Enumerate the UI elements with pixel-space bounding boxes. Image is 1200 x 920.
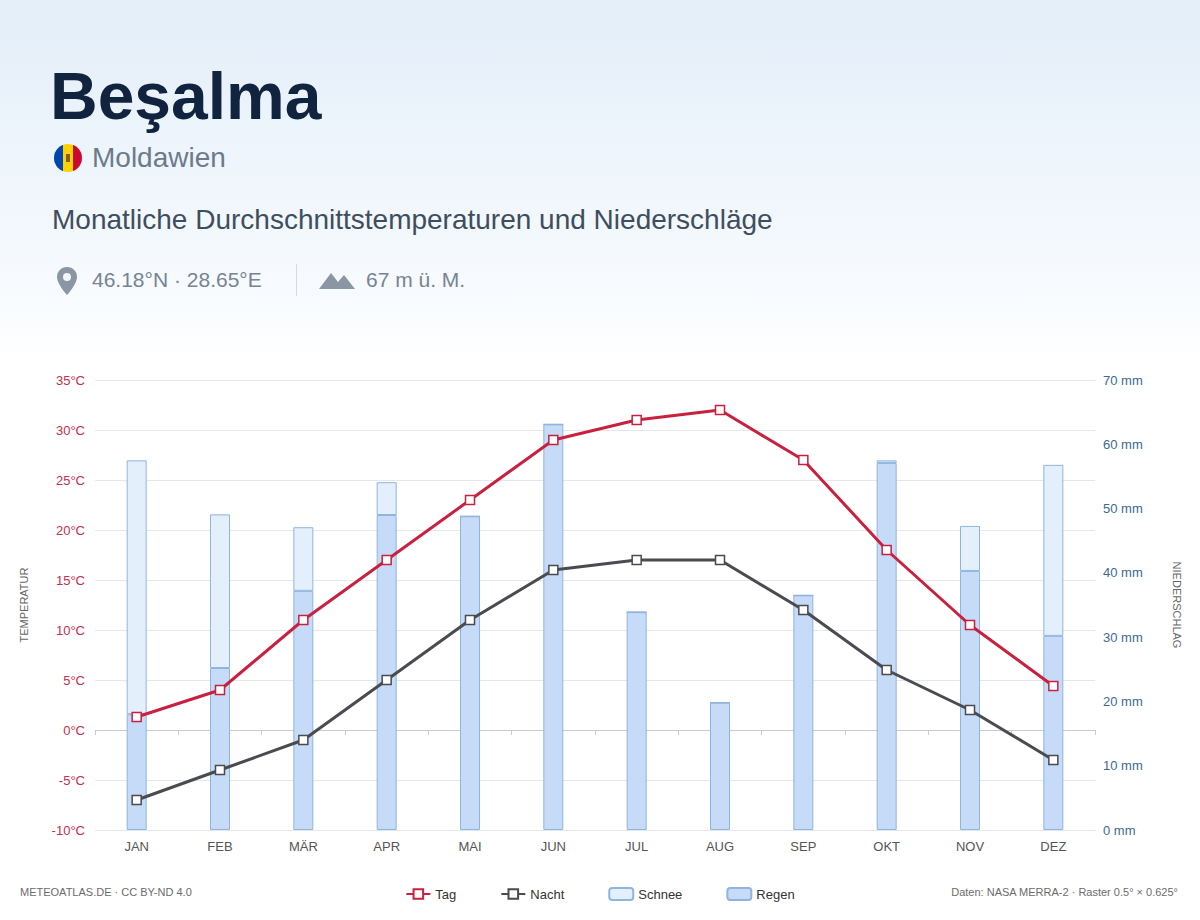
svg-text:15°C: 15°C	[56, 573, 85, 588]
svg-text:APR: APR	[373, 839, 400, 854]
svg-text:40 mm: 40 mm	[1103, 565, 1143, 580]
svg-text:20 mm: 20 mm	[1103, 694, 1143, 709]
svg-text:-5°C: -5°C	[59, 773, 85, 788]
svg-text:TEMPERATUR: TEMPERATUR	[18, 567, 30, 642]
svg-text:10°C: 10°C	[56, 623, 85, 638]
svg-text:OKT: OKT	[873, 839, 900, 854]
svg-text:-10°C: -10°C	[52, 823, 85, 838]
svg-text:DEZ: DEZ	[1040, 839, 1066, 854]
html-text:67 m ü. M.: 67 m ü. M.	[366, 268, 466, 291]
html-text:Beşalma: Beşalma	[50, 59, 322, 133]
svg-text:0 mm: 0 mm	[1103, 823, 1136, 838]
svg-text:60 mm: 60 mm	[1103, 437, 1143, 452]
svg-text:NOV: NOV	[956, 839, 985, 854]
svg-text:30°C: 30°C	[56, 423, 85, 438]
svg-text:5°C: 5°C	[63, 673, 85, 688]
svg-text:NIEDERSCHLAG: NIEDERSCHLAG	[1171, 562, 1183, 649]
svg-text:Nacht: Nacht	[530, 887, 564, 902]
svg-text:FEB: FEB	[207, 839, 232, 854]
svg-text:70 mm: 70 mm	[1103, 373, 1143, 388]
svg-text:JUL: JUL	[625, 839, 648, 854]
svg-text:25°C: 25°C	[56, 473, 85, 488]
svg-text:MÄR: MÄR	[289, 839, 318, 854]
svg-text:0°C: 0°C	[63, 723, 85, 738]
svg-text:MAI: MAI	[458, 839, 481, 854]
svg-text:AUG: AUG	[706, 839, 734, 854]
html-text:46.18°N · 28.65°E: 46.18°N · 28.65°E	[92, 268, 262, 291]
svg-text:Regen: Regen	[756, 887, 794, 902]
svg-text:JUN: JUN	[541, 839, 566, 854]
html-text:METEOATLAS.DE · CC BY-ND 4.0: METEOATLAS.DE · CC BY-ND 4.0	[20, 886, 192, 898]
svg-text:SEP: SEP	[790, 839, 816, 854]
svg-text:30 mm: 30 mm	[1103, 630, 1143, 645]
svg-text:20°C: 20°C	[56, 523, 85, 538]
svg-text:35°C: 35°C	[56, 373, 85, 388]
svg-text:10 mm: 10 mm	[1103, 758, 1143, 773]
svg-text:Tag: Tag	[435, 887, 456, 902]
svg-text:Schnee: Schnee	[638, 887, 682, 902]
html-text:Daten: NASA MERRA-2 · Raster 0: Daten: NASA MERRA-2 · Raster 0.5° × 0.62…	[951, 886, 1178, 898]
html-text:Monatliche Durchschnittstemper: Monatliche Durchschnittstemperaturen und…	[52, 204, 773, 235]
svg-text:JAN: JAN	[124, 839, 149, 854]
svg-text:50 mm: 50 mm	[1103, 501, 1143, 516]
html-text:Moldawien: Moldawien	[92, 142, 226, 173]
